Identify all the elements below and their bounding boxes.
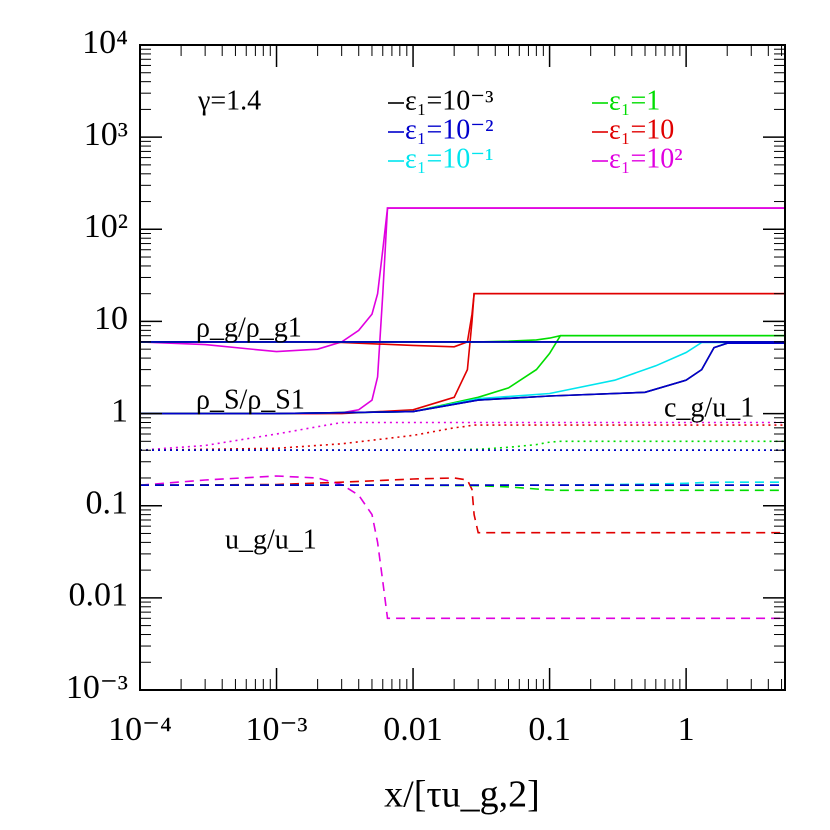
x-tick-label: 0.01 [383, 711, 443, 748]
y-tick-label: 10⁴ [82, 24, 128, 61]
legend-label: ε₁=10⁻¹ [405, 143, 493, 174]
y-tick-label: 10³ [84, 116, 128, 153]
annotation: c_g/u_1 [664, 392, 754, 423]
plot-area [139, 207, 785, 620]
curve-c-g [140, 440, 785, 451]
y-tick-label: 10 [94, 300, 128, 337]
axes-frame [139, 44, 786, 691]
annotation: u_g/u_1 [225, 524, 317, 555]
legend-label: ε₁=1 [609, 85, 660, 116]
x-tick-label: 0.1 [528, 711, 571, 748]
x-axis-label: x/[τu_g,2] [384, 774, 540, 816]
annotation: γ=1.4 [197, 85, 261, 116]
x-tick-label: 10⁻³ [245, 711, 307, 748]
curve-u-g [139, 475, 785, 620]
x-tick-label: 1 [678, 711, 695, 748]
annotation: ρ_g/ρ_g1 [196, 312, 302, 343]
legend-label: ε₁=10 [609, 114, 674, 145]
y-tick-label: 1 [111, 392, 128, 429]
curve-c-g [139, 424, 785, 451]
curve-u-g [139, 477, 785, 534]
curve-c-g [139, 421, 785, 451]
curve-rho-s [140, 207, 785, 415]
x-tick-label: 10⁻⁴ [108, 711, 172, 748]
legend-label: ε₁=10⁻³ [405, 85, 493, 116]
y-tick-label: 0.01 [69, 577, 129, 614]
y-tick-label: 10² [84, 208, 128, 245]
legend-label: ε₁=10⁻² [405, 114, 493, 145]
legend-label: ε₁=10² [609, 143, 683, 174]
y-tick-label: 0.1 [86, 485, 129, 522]
y-tick-label: 10⁻³ [66, 669, 128, 706]
annotation: ρ_S/ρ_S1 [196, 384, 305, 415]
curve-rho-s [140, 342, 785, 415]
